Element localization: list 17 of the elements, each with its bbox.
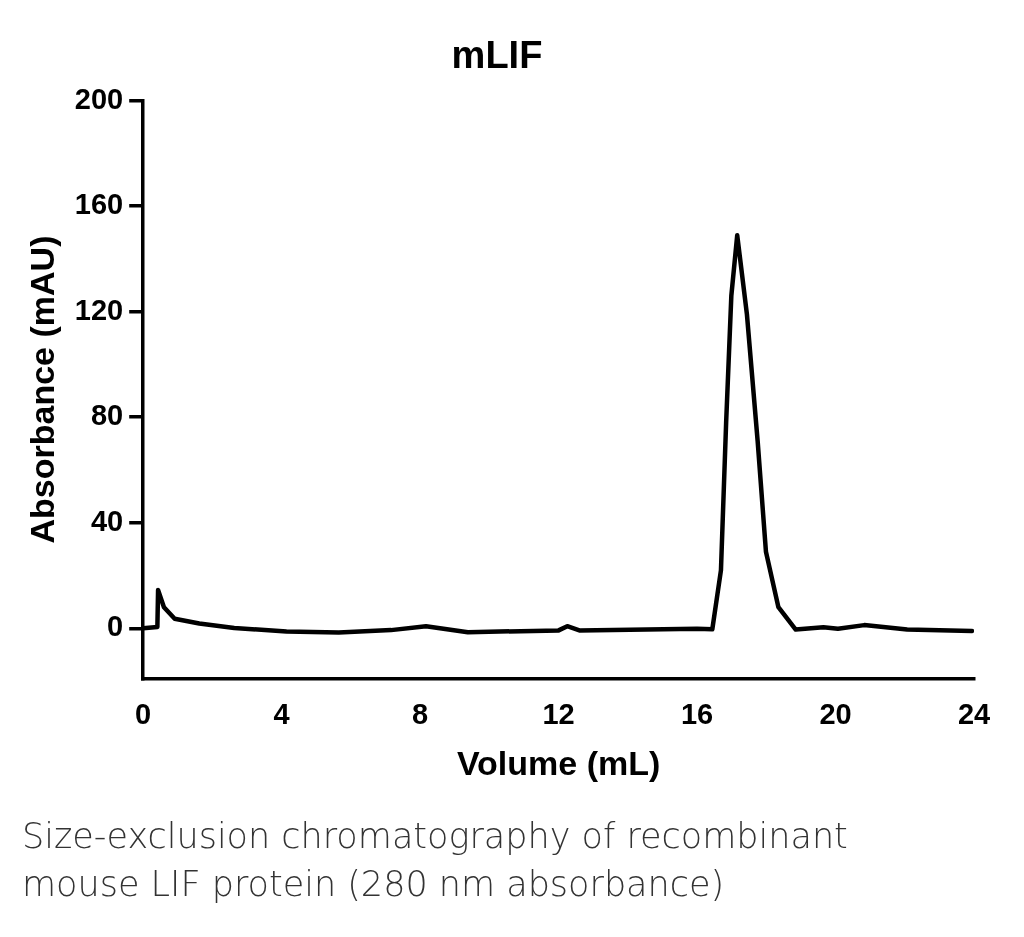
y-tick-label: 160 — [74, 188, 124, 221]
y-tick-label: 120 — [74, 293, 124, 326]
x-tick-label: 24 — [957, 697, 991, 730]
text: Size-exclusion chromatography of recombinant mouse LIF protein (280 nm absorbance) — [22, 815, 849, 906]
y-tick-label: 80 — [90, 399, 124, 432]
x-tick-label: 4 — [273, 697, 290, 730]
x-axis-title: Volume (mL) — [456, 743, 661, 782]
y-tick-label: 0 — [107, 610, 124, 643]
x-tick-label: 16 — [680, 697, 714, 730]
x-tick-label: 8 — [412, 697, 429, 730]
x-tick-label: 20 — [819, 697, 852, 730]
chart-title: mLIF — [451, 34, 543, 77]
x-tick-label: 12 — [542, 697, 575, 730]
x-tick-label: 0 — [135, 697, 152, 730]
y-tick-label: 200 — [74, 82, 124, 115]
y-axis-title: Absorbance (mAU) — [22, 235, 61, 544]
y-tick-label: 40 — [90, 504, 124, 537]
